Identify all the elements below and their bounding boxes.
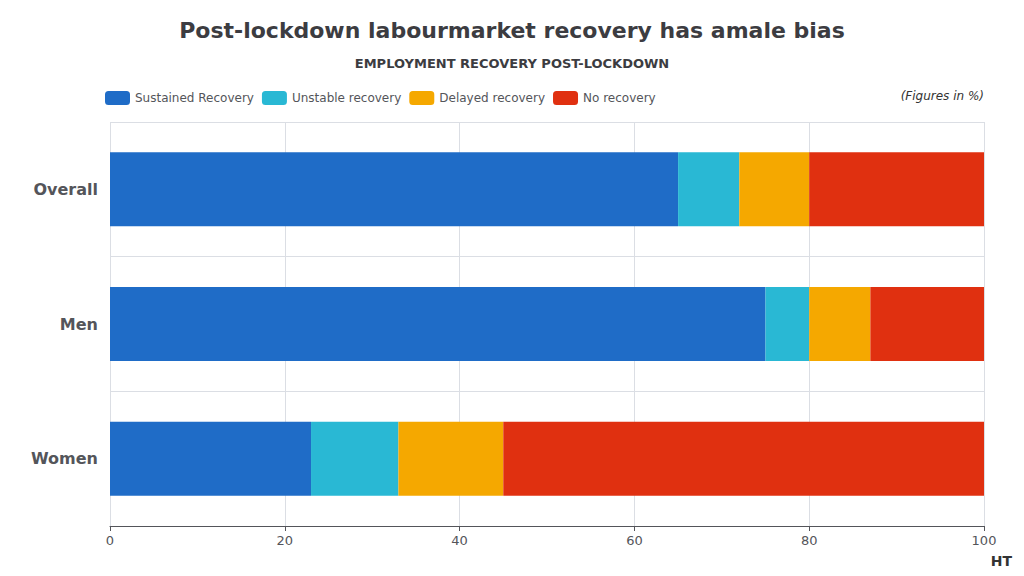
svg-text:HT: HT xyxy=(991,553,1013,569)
svg-text:Unstable recovery: Unstable recovery xyxy=(292,91,401,105)
svg-text:60: 60 xyxy=(626,533,643,548)
svg-text:EMPLOYMENT RECOVERY POST-LOCKD: EMPLOYMENT RECOVERY POST-LOCKDOWN xyxy=(355,56,669,71)
svg-text:Overall: Overall xyxy=(33,180,98,199)
svg-text:40: 40 xyxy=(451,533,468,548)
svg-text:(Figures in %): (Figures in %) xyxy=(901,89,984,103)
svg-text:20: 20 xyxy=(277,533,294,548)
svg-text:0: 0 xyxy=(106,533,114,548)
svg-text:100: 100 xyxy=(972,533,997,548)
svg-text:80: 80 xyxy=(801,533,818,548)
svg-text:No recovery: No recovery xyxy=(583,91,656,105)
svg-text:Post-lockdown labourmarket rec: Post-lockdown labourmarket recovery has … xyxy=(179,18,845,43)
svg-text:Women: Women xyxy=(31,449,98,468)
svg-text:Delayed recovery: Delayed recovery xyxy=(439,91,545,105)
svg-text:Men: Men xyxy=(60,315,98,334)
svg-text:Sustained Recovery: Sustained Recovery xyxy=(135,91,254,105)
